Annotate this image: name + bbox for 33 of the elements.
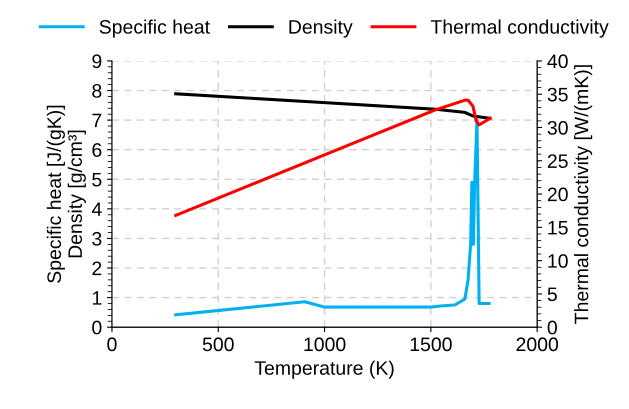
y2-tick-label: 15 xyxy=(548,221,568,235)
y-tick-label: 1 xyxy=(92,291,102,305)
y-tick-label: 7 xyxy=(92,114,102,128)
line-series xyxy=(174,98,492,217)
legend-label: Thermal conductivity xyxy=(430,19,609,38)
legend-label: Density xyxy=(289,19,353,38)
x-tick-label: 0 xyxy=(107,337,117,352)
y2-tick-label: 35 xyxy=(548,88,568,102)
y2-tick-label: 30 xyxy=(548,120,568,135)
y-tick-label: 8 xyxy=(92,84,102,98)
x-axis-title: Temperature (K) xyxy=(254,360,394,379)
y2-tick-label: 20 xyxy=(548,188,568,202)
x-tick-label: 1000 xyxy=(304,337,346,352)
y2-tick-label: 40 xyxy=(547,54,568,68)
y-tick-label: 9 xyxy=(92,54,102,68)
y2-tick-label: 5 xyxy=(548,288,557,302)
y-tick-label: 3 xyxy=(92,232,102,246)
line-series xyxy=(174,92,492,120)
y2-axis-title: Thermal conductivity [W/(mK)] xyxy=(574,65,592,324)
legend-label: Specific heat xyxy=(100,19,210,38)
y2-tick-label: 25 xyxy=(548,154,568,168)
y-tick-label: 4 xyxy=(92,202,102,216)
x-tick-label: 2000 xyxy=(516,337,558,352)
y-tick-label: 2 xyxy=(92,262,102,276)
y-tick-label: 6 xyxy=(92,143,102,157)
x-tick-label: 500 xyxy=(202,337,234,352)
y-tick-label: 5 xyxy=(92,172,102,187)
line-series xyxy=(174,118,491,316)
y2-tick-label: 10 xyxy=(548,254,568,268)
y2-tick-label: 0 xyxy=(548,320,557,334)
x-tick-label: 1500 xyxy=(410,337,452,352)
y-tick-label: 0 xyxy=(92,320,102,334)
y-axis-title: Specific heat [J/(gK)] Density [g/cm³] xyxy=(46,106,86,283)
